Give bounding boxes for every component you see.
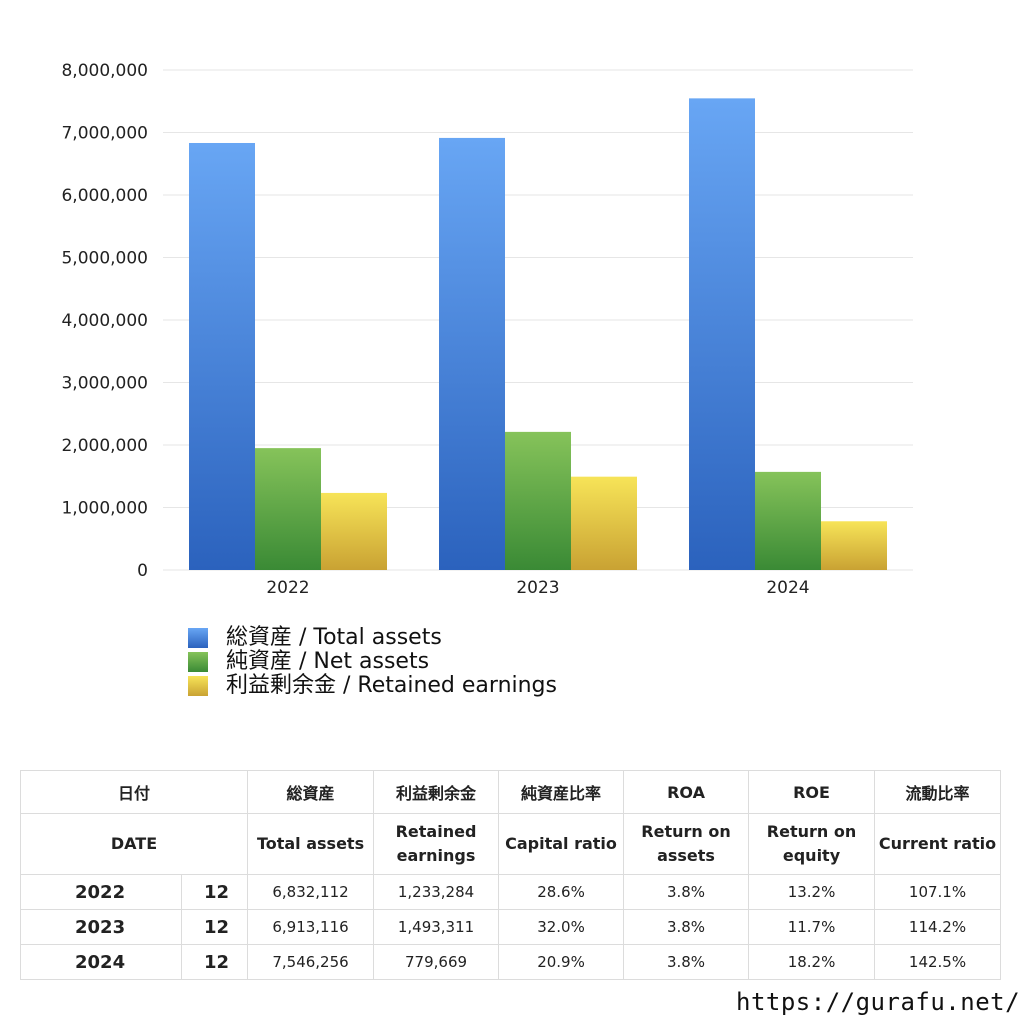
header-roe-jp: ROE — [748, 770, 876, 814]
y-tick-label: 5,000,000 — [61, 249, 148, 269]
table-row: 2023 12 6,913,116 1,493,311 32.0% 3.8% 1… — [20, 909, 1002, 945]
cell-roa: 3.8% — [623, 909, 750, 945]
header-roa-en-line2: assets — [657, 846, 715, 865]
cell-capital-ratio: 20.9% — [498, 944, 625, 980]
y-tick-label: 3,000,000 — [61, 374, 148, 394]
header-retained-en-line1: Retained — [395, 822, 477, 841]
cell-retained: 779,669 — [373, 944, 500, 980]
header-current-ratio-en: Current ratio — [874, 813, 1002, 875]
cell-current-ratio: 114.2% — [874, 909, 1002, 945]
legend-label: 総資産 / Total assets — [226, 625, 442, 650]
legend-label: 利益剰余金 / Retained earnings — [226, 673, 557, 698]
x-tick-label: 2024 — [766, 578, 809, 598]
cell-current-ratio: 107.1% — [874, 874, 1002, 910]
y-tick-label: 2,000,000 — [61, 436, 148, 456]
legend-swatch-net-assets — [188, 652, 208, 672]
row-month: 12 — [180, 874, 249, 910]
cell-retained: 1,493,311 — [373, 909, 500, 945]
header-roe-en-line2: equity — [782, 846, 841, 865]
y-tick-label: 1,000,000 — [61, 499, 148, 519]
bar-net-assets — [255, 448, 321, 570]
row-year: 2024 — [20, 944, 182, 980]
row-year: 2022 — [20, 874, 182, 910]
chart-legend: 総資産 / Total assets 純資産 / Net assets 利益剰余… — [188, 626, 557, 698]
y-tick-label: 4,000,000 — [61, 311, 148, 331]
header-current-ratio-jp: 流動比率 — [874, 770, 1002, 814]
bar-retained-earnings — [821, 521, 887, 570]
table-row: 2024 12 7,546,256 779,669 20.9% 3.8% 18.… — [20, 944, 1002, 980]
header-capital-ratio-en: Capital ratio — [498, 813, 625, 875]
legend-swatch-total-assets — [188, 628, 208, 648]
header-roe-en-line1: Return on — [766, 822, 857, 841]
bar-retained-earnings — [321, 492, 387, 570]
legend-label: 純資産 / Net assets — [226, 649, 430, 674]
table-header-en: DATE Total assets Retained earnings Capit… — [19, 813, 1002, 875]
cell-current-ratio: 142.5% — [874, 944, 1002, 980]
bar-net-assets — [755, 471, 821, 570]
y-tick-label: 8,000,000 — [61, 61, 148, 81]
cell-roe: 18.2% — [748, 944, 876, 980]
y-tick-label: 0 — [137, 561, 148, 581]
header-retained-jp: 利益剰余金 — [373, 770, 500, 814]
bar-chart: 0 1,000,000 2,000,000 3,000,000 4,000,000 5,0… — [61, 61, 913, 598]
cell-total-assets: 6,832,112 — [247, 874, 375, 910]
header-capital-ratio-jp: 純資産比率 — [498, 770, 625, 814]
y-tick-label: 7,000,000 — [61, 124, 148, 144]
y-tick-label: 6,000,000 — [61, 186, 148, 206]
financial-table: 日付 総資産 利益剰余金 純資産比率 ROA ROE 流動比率 DATE Tot… — [19, 770, 1002, 980]
bar-total-assets — [189, 142, 255, 571]
cell-capital-ratio: 28.6% — [498, 874, 625, 910]
row-year: 2023 — [20, 909, 182, 945]
bar-net-assets — [505, 431, 571, 570]
header-date-en: DATE — [19, 813, 249, 875]
header-total-assets-jp: 総資産 — [247, 770, 375, 814]
cell-roe: 13.2% — [748, 874, 876, 910]
legend-item-net-assets: 純資産 / Net assets — [188, 650, 557, 674]
cell-capital-ratio: 32.0% — [498, 909, 625, 945]
cell-total-assets: 6,913,116 — [247, 909, 375, 945]
bar-retained-earnings — [571, 476, 637, 570]
x-tick-label: 2022 — [266, 578, 309, 598]
header-date-jp: 日付 — [19, 770, 249, 814]
header-roa-en: Return on assets — [623, 813, 750, 875]
bar-total-assets — [439, 137, 505, 571]
table-header-jp: 日付 総資産 利益剰余金 純資産比率 ROA ROE 流動比率 — [19, 770, 1002, 814]
cell-total-assets: 7,546,256 — [247, 944, 375, 980]
cell-roe: 11.7% — [748, 909, 876, 945]
bar-total-assets — [689, 98, 755, 570]
cell-roa: 3.8% — [623, 944, 750, 980]
legend-item-retained-earnings: 利益剰余金 / Retained earnings — [188, 674, 557, 698]
header-roa-en-line1: Return on — [641, 822, 731, 841]
x-tick-label: 2023 — [516, 578, 559, 598]
table-row: 2022 12 6,832,112 1,233,284 28.6% 3.8% 1… — [20, 874, 1002, 910]
header-retained-en-line2: earnings — [396, 846, 476, 865]
cell-roa: 3.8% — [623, 874, 750, 910]
row-month: 12 — [180, 944, 249, 980]
legend-swatch-retained-earnings — [188, 676, 208, 696]
row-month: 12 — [180, 909, 249, 945]
cell-retained: 1,233,284 — [373, 874, 500, 910]
header-roe-en: Return on equity — [748, 813, 876, 875]
header-total-assets-en: Total assets — [247, 813, 375, 875]
site-url[interactable]: https://gurafu.net/ — [736, 988, 1021, 1016]
legend-item-total-assets: 総資産 / Total assets — [188, 626, 557, 650]
header-roa-jp: ROA — [623, 770, 750, 814]
header-retained-en: Retained earnings — [373, 813, 500, 875]
